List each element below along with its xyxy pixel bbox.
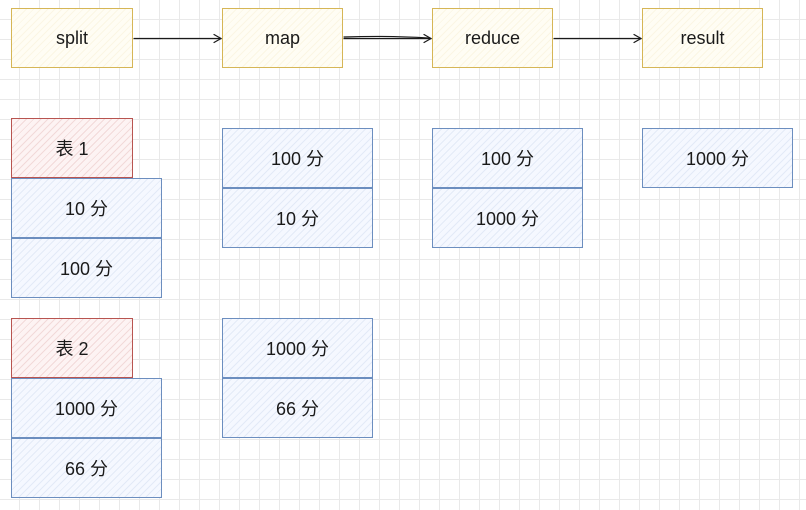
- table2-header[interactable]: 表 2: [11, 318, 133, 378]
- map-group2-cell-2[interactable]: 66 分: [222, 378, 373, 438]
- table2-row-2[interactable]: 66 分: [11, 438, 162, 498]
- map-group1-cell-1[interactable]: 100 分: [222, 128, 373, 188]
- arrow-map-to-reduce: [343, 33, 433, 44]
- map-stage[interactable]: map: [222, 8, 343, 68]
- result-cell-1[interactable]: 1000 分: [642, 128, 793, 188]
- result-stage[interactable]: result: [642, 8, 763, 68]
- reduce-cell-1[interactable]: 100 分: [432, 128, 583, 188]
- table1-header[interactable]: 表 1: [11, 118, 133, 178]
- table1-row-1[interactable]: 10 分: [11, 178, 162, 238]
- arrow-reduce-to-result: [553, 33, 643, 44]
- arrow-split-to-map: [133, 33, 223, 44]
- table1-row-2[interactable]: 100 分: [11, 238, 162, 298]
- map-group1-cell-2[interactable]: 10 分: [222, 188, 373, 248]
- split-stage[interactable]: split: [11, 8, 133, 68]
- map-group2-cell-1[interactable]: 1000 分: [222, 318, 373, 378]
- table2-row-1[interactable]: 1000 分: [11, 378, 162, 438]
- reduce-stage[interactable]: reduce: [432, 8, 553, 68]
- reduce-cell-2[interactable]: 1000 分: [432, 188, 583, 248]
